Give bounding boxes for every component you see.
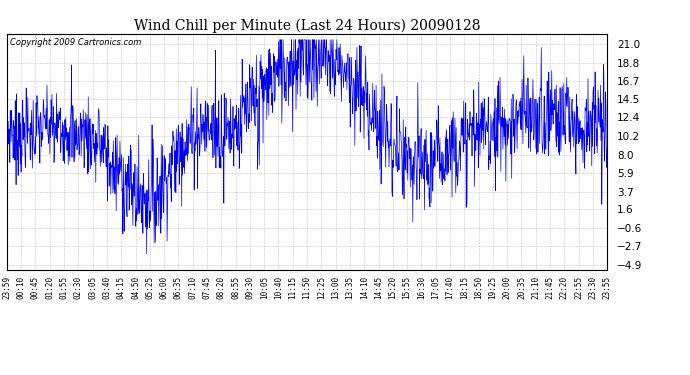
Title: Wind Chill per Minute (Last 24 Hours) 20090128: Wind Chill per Minute (Last 24 Hours) 20…: [134, 18, 480, 33]
Text: Copyright 2009 Cartronics.com: Copyright 2009 Cartronics.com: [10, 39, 141, 48]
